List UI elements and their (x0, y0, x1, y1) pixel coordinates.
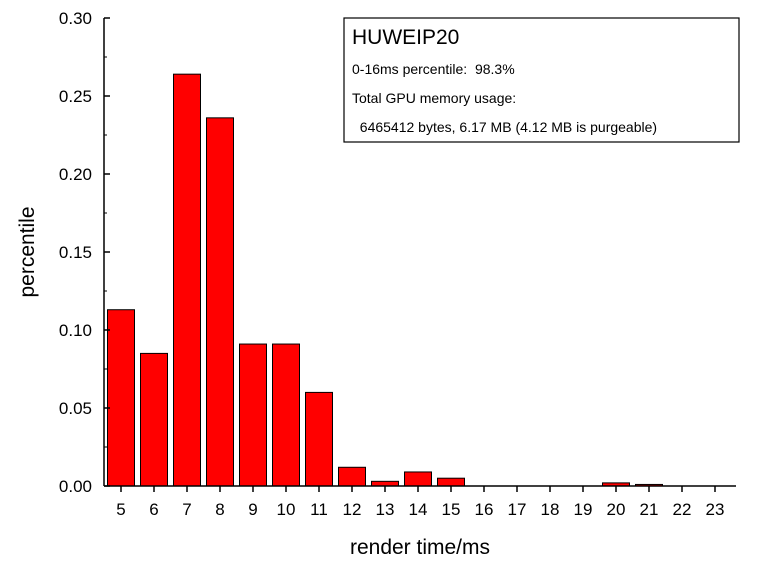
x-tick-label-13: 13 (376, 500, 395, 519)
x-tick-label-15: 15 (442, 500, 461, 519)
info-box: HUWEIP20 0-16ms percentile: 98.3% Total … (343, 17, 740, 143)
bar-14 (404, 471, 432, 487)
x-tick-label-21: 21 (640, 500, 659, 519)
bar-15 (437, 477, 465, 487)
bar-9 (239, 343, 267, 487)
x-tick-label-5: 5 (116, 500, 125, 519)
info-box-memory-value: 6465412 bytes, 6.17 MB (4.12 MB is purge… (352, 119, 657, 135)
x-tick-label-9: 9 (248, 500, 257, 519)
bar-5 (107, 309, 135, 487)
bar-10 (272, 343, 300, 487)
x-tick-label-23: 23 (706, 500, 725, 519)
x-ticks-group: 5 6 7 8 9 10 11 12 13 14 15 16 17 18 19 20 21 22 23 (116, 486, 724, 519)
y-tick-label: 0.20 (59, 165, 92, 184)
y-tick-label: 0.05 (59, 399, 92, 418)
info-box-percentile: 0-16ms percentile: 98.3% (352, 61, 515, 77)
info-box-memory-label: Total GPU memory usage: (352, 90, 516, 106)
x-tick-label-16: 16 (475, 500, 494, 519)
y-ticks-group: 0.00 0.05 0.10 0.15 0.20 0.25 0.30 (59, 9, 110, 496)
y-tick-label: 0.10 (59, 321, 92, 340)
x-tick-label-20: 20 (607, 500, 626, 519)
bar-7 (173, 73, 201, 487)
bar-12 (338, 466, 366, 487)
x-tick-label-6: 6 (149, 500, 158, 519)
bar-8 (206, 117, 234, 487)
y-axis-title: percentile (16, 206, 39, 297)
info-box-title: HUWEIP20 (352, 26, 459, 49)
x-axis-title: render time/ms (350, 536, 490, 559)
bar-11 (305, 391, 333, 487)
x-tick-label-17: 17 (508, 500, 527, 519)
x-tick-label-8: 8 (215, 500, 224, 519)
y-tick-label: 0.00 (59, 477, 92, 496)
x-tick-label-18: 18 (541, 500, 560, 519)
info-box-frame (343, 17, 740, 143)
x-tick-label-10: 10 (277, 500, 296, 519)
x-tick-label-22: 22 (673, 500, 692, 519)
x-tick-label-11: 11 (310, 500, 328, 519)
y-tick-label: 0.15 (59, 243, 92, 262)
y-tick-label: 0.30 (59, 9, 92, 28)
x-tick-label-12: 12 (343, 500, 362, 519)
bar-6 (140, 352, 168, 487)
x-tick-label-7: 7 (182, 500, 191, 519)
x-tick-label-14: 14 (409, 500, 428, 519)
bars-group (107, 73, 663, 487)
y-tick-label: 0.25 (59, 87, 92, 106)
x-tick-label-19: 19 (574, 500, 593, 519)
